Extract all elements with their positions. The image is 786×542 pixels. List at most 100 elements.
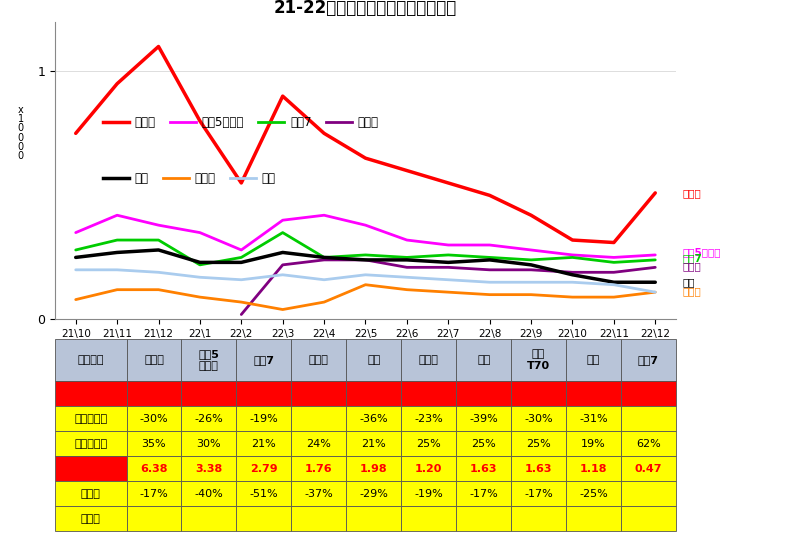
FancyBboxPatch shape — [292, 456, 347, 481]
FancyBboxPatch shape — [401, 456, 456, 481]
Text: -19%: -19% — [249, 414, 278, 424]
Text: 0.11: 0.11 — [580, 389, 608, 399]
FancyBboxPatch shape — [347, 339, 401, 382]
Text: 1.76: 1.76 — [305, 464, 332, 474]
Text: 0.15: 0.15 — [360, 389, 387, 399]
FancyBboxPatch shape — [566, 339, 621, 382]
Text: 金刚炮: 金刚炮 — [682, 261, 701, 271]
Text: 0.11: 0.11 — [415, 389, 443, 399]
FancyBboxPatch shape — [456, 382, 511, 406]
Text: 1.20: 1.20 — [415, 464, 443, 474]
Text: x
1
0
0
0
0: x 1 0 0 0 0 — [18, 105, 24, 161]
FancyBboxPatch shape — [456, 406, 511, 431]
Text: 21%: 21% — [362, 439, 386, 449]
FancyBboxPatch shape — [292, 339, 347, 382]
FancyBboxPatch shape — [566, 382, 621, 406]
Text: 乘用炮: 乘用炮 — [682, 286, 701, 296]
Text: 25%: 25% — [472, 439, 496, 449]
Text: 62%: 62% — [636, 439, 661, 449]
FancyBboxPatch shape — [182, 406, 237, 431]
FancyBboxPatch shape — [237, 506, 292, 531]
FancyBboxPatch shape — [292, 481, 347, 506]
Text: 0.11: 0.11 — [470, 389, 498, 399]
FancyBboxPatch shape — [237, 406, 292, 431]
Text: 风骏5
欧洲版: 风骏5 欧洲版 — [199, 350, 219, 371]
Text: -30%: -30% — [524, 414, 553, 424]
FancyBboxPatch shape — [566, 506, 621, 531]
FancyBboxPatch shape — [456, 506, 511, 531]
FancyBboxPatch shape — [347, 506, 401, 531]
Text: 1.63: 1.63 — [525, 464, 553, 474]
Text: 大通
T70: 大通 T70 — [527, 350, 550, 371]
FancyBboxPatch shape — [127, 431, 182, 456]
FancyBboxPatch shape — [566, 481, 621, 506]
Text: 0.26: 0.26 — [195, 389, 222, 399]
FancyBboxPatch shape — [182, 506, 237, 531]
FancyBboxPatch shape — [511, 481, 566, 506]
FancyBboxPatch shape — [511, 339, 566, 382]
Text: 0.21: 0.21 — [305, 389, 332, 399]
Text: 年排名: 年排名 — [81, 514, 101, 524]
FancyBboxPatch shape — [566, 456, 621, 481]
Text: 月同比增速: 月同比增速 — [74, 414, 108, 424]
Text: 21%: 21% — [252, 439, 276, 449]
Title: 21-22年皮卡主力车型国内零售表现: 21-22年皮卡主力车型国内零售表现 — [274, 0, 457, 17]
FancyBboxPatch shape — [347, 456, 401, 481]
FancyBboxPatch shape — [182, 339, 237, 382]
FancyBboxPatch shape — [347, 382, 401, 406]
FancyBboxPatch shape — [182, 481, 237, 506]
FancyBboxPatch shape — [401, 382, 456, 406]
FancyBboxPatch shape — [237, 431, 292, 456]
Text: 域虎7: 域虎7 — [253, 355, 274, 365]
Text: 1.98: 1.98 — [360, 464, 387, 474]
FancyBboxPatch shape — [55, 339, 127, 382]
FancyBboxPatch shape — [456, 339, 511, 382]
FancyBboxPatch shape — [456, 431, 511, 456]
Text: 12月: 12月 — [79, 389, 102, 399]
Text: 0.47: 0.47 — [635, 464, 663, 474]
FancyBboxPatch shape — [456, 456, 511, 481]
Text: 0.10: 0.10 — [635, 389, 662, 399]
Text: 6.38: 6.38 — [140, 464, 167, 474]
Text: -17%: -17% — [469, 489, 498, 499]
FancyBboxPatch shape — [621, 506, 676, 531]
Text: 24%: 24% — [307, 439, 331, 449]
FancyBboxPatch shape — [127, 456, 182, 481]
FancyBboxPatch shape — [621, 339, 676, 382]
FancyBboxPatch shape — [55, 406, 127, 431]
FancyBboxPatch shape — [621, 431, 676, 456]
FancyBboxPatch shape — [401, 481, 456, 506]
FancyBboxPatch shape — [55, 456, 127, 481]
Text: 年增速: 年增速 — [81, 489, 101, 499]
Text: -17%: -17% — [524, 489, 553, 499]
Legend: 宝典, 乘用炮, 瑞迈: 宝典, 乘用炮, 瑞迈 — [98, 167, 281, 190]
FancyBboxPatch shape — [237, 481, 292, 506]
FancyBboxPatch shape — [511, 406, 566, 431]
Text: -23%: -23% — [414, 414, 443, 424]
FancyBboxPatch shape — [237, 456, 292, 481]
Text: 1.63: 1.63 — [470, 464, 498, 474]
Text: -39%: -39% — [469, 414, 498, 424]
FancyBboxPatch shape — [127, 339, 182, 382]
Text: -40%: -40% — [195, 489, 223, 499]
Text: 瑞迈: 瑞迈 — [477, 355, 490, 365]
Text: 金刚炮: 金刚炮 — [309, 355, 329, 365]
Text: -25%: -25% — [579, 489, 608, 499]
FancyBboxPatch shape — [237, 382, 292, 406]
FancyBboxPatch shape — [456, 481, 511, 506]
FancyBboxPatch shape — [511, 456, 566, 481]
Text: 风骏5欧洲版: 风骏5欧洲版 — [682, 248, 721, 257]
FancyBboxPatch shape — [347, 406, 401, 431]
Text: 域虎7: 域虎7 — [682, 254, 702, 263]
Text: 商用炮: 商用炮 — [682, 188, 701, 198]
FancyBboxPatch shape — [347, 431, 401, 456]
Text: 皮卡车型: 皮卡车型 — [78, 355, 104, 365]
Text: -31%: -31% — [579, 414, 608, 424]
FancyBboxPatch shape — [621, 456, 676, 481]
FancyBboxPatch shape — [127, 481, 182, 506]
FancyBboxPatch shape — [182, 456, 237, 481]
Text: 19%: 19% — [581, 439, 606, 449]
Text: -36%: -36% — [359, 414, 388, 424]
FancyBboxPatch shape — [566, 406, 621, 431]
Text: 宝典: 宝典 — [367, 355, 380, 365]
